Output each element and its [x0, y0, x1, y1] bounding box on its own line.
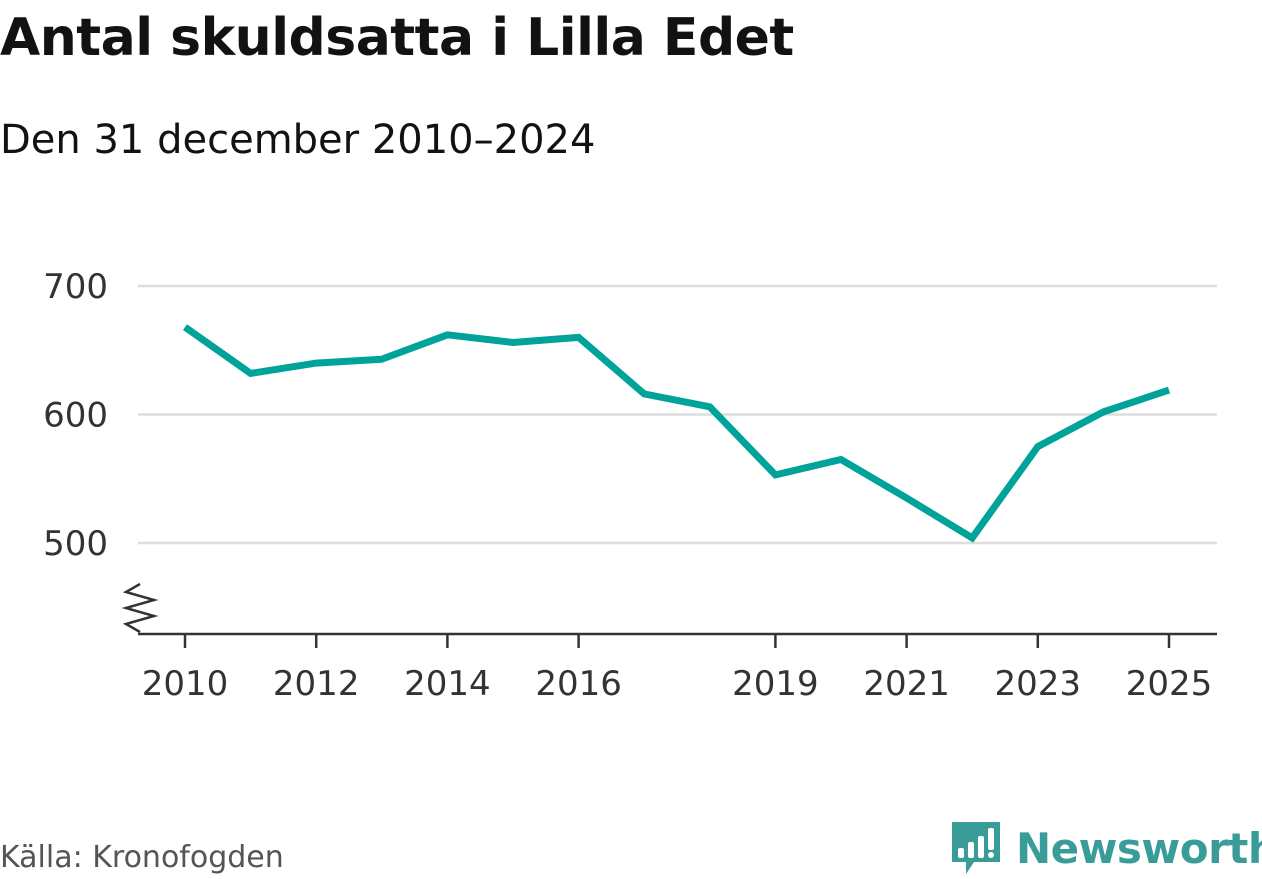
series-line — [182, 324, 1171, 543]
x-tick-label: 2023 — [995, 664, 1082, 704]
x-tick-label: 2014 — [404, 664, 491, 704]
source-note: Källa: Kronofogden — [0, 840, 284, 875]
chart-subtitle: Den 31 december 2010–2024 — [0, 117, 596, 163]
x-tick-label: 2010 — [142, 664, 229, 704]
brand-name: Newsworthy — [1016, 823, 1262, 873]
y-tick-label: 700 — [43, 267, 108, 307]
y-tick-label: 500 — [43, 524, 108, 564]
x-tick-label: 2019 — [732, 664, 819, 704]
chart-title: Antal skuldsatta i Lilla Edet — [0, 8, 794, 68]
y-tick-label: 600 — [43, 396, 108, 436]
x-tick-label: 2016 — [535, 664, 622, 704]
brand-logo: Newsworthy — [950, 818, 1262, 878]
x-tick-label: 2021 — [863, 664, 950, 704]
x-tick-label: 2025 — [1126, 664, 1213, 704]
bar-chart-speech-bubble-icon — [952, 822, 1000, 874]
axis-break-icon — [121, 582, 159, 634]
x-tick-label: 2012 — [273, 664, 360, 704]
